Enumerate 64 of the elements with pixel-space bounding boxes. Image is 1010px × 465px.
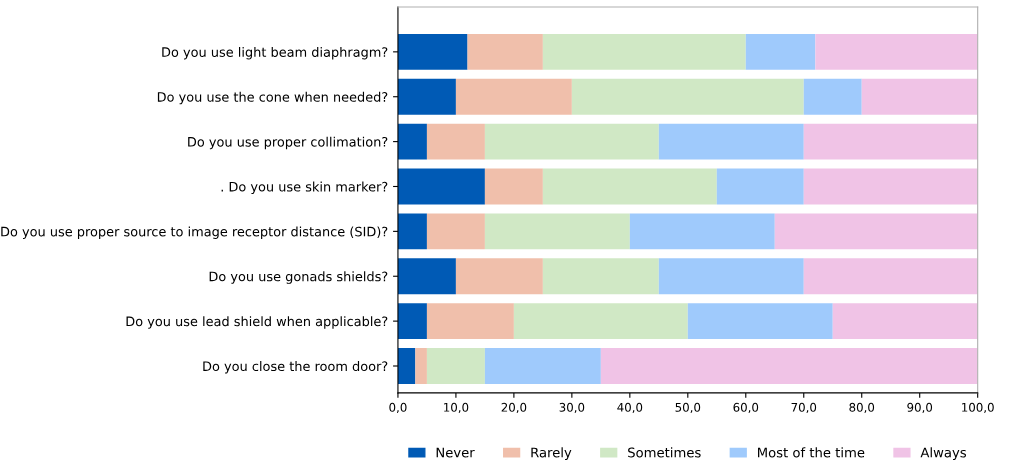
- bar: [542, 33, 746, 70]
- bar: [397, 213, 427, 250]
- bar: [658, 123, 804, 160]
- bar: [803, 123, 978, 160]
- bar: [397, 303, 427, 340]
- bar: [658, 258, 804, 295]
- y-tick-label: . Do you use skin marker?: [221, 181, 388, 195]
- bar: [542, 168, 717, 205]
- y-tick-label: Do you use gonads shields?: [209, 271, 388, 284]
- x-tick-label: 100,0: [962, 402, 994, 413]
- bar: [397, 123, 427, 160]
- bar: [542, 258, 659, 295]
- legend-label: Always: [920, 447, 967, 461]
- bar: [513, 303, 688, 340]
- x-tick-label: 40,0: [617, 402, 643, 413]
- bar: [426, 348, 485, 384]
- bar: [426, 213, 485, 250]
- bar: [803, 258, 978, 295]
- x-tick-label: 80,0: [849, 402, 875, 413]
- bar: [803, 168, 978, 205]
- bar: [687, 303, 833, 340]
- y-tick-label: Do you use light beam diaphragm?: [162, 46, 388, 60]
- legend-label: Sometimes: [628, 447, 701, 458]
- x-tick-label: 20,0: [501, 402, 527, 413]
- bar: [832, 303, 978, 340]
- bar: [484, 348, 601, 384]
- bar: [571, 78, 804, 115]
- x-tick-label: 90,0: [907, 402, 933, 413]
- bar: [455, 258, 543, 295]
- bar: [397, 258, 456, 295]
- y-tick-label: Do you close the room door?: [203, 361, 388, 374]
- bar: [397, 78, 456, 115]
- x-tick-label: 30,0: [559, 402, 585, 413]
- bar: [397, 33, 468, 70]
- x-tick-label: 0,0: [389, 402, 407, 413]
- x-tick-label: 50,0: [675, 402, 701, 413]
- bar: [629, 213, 775, 250]
- y-tick-label: Do you use the cone when needed?: [157, 91, 388, 105]
- bar: [467, 33, 543, 70]
- bar: [716, 168, 804, 205]
- bar: [484, 168, 543, 205]
- y-tick-label: Do you use lead shield when applicable?: [126, 316, 388, 329]
- bar: [426, 303, 514, 340]
- x-tick-label: 70,0: [791, 402, 817, 413]
- bar: [484, 213, 630, 250]
- bar: [745, 33, 816, 70]
- bar: [397, 348, 416, 384]
- bar: [861, 78, 978, 115]
- y-tick-label: Do you use proper source to image receptor distance (SID)?: [1, 226, 388, 239]
- legend-label: Most of the time: [758, 447, 865, 458]
- x-tick-label: 10,0: [444, 402, 469, 413]
- legend-label: Rarely: [531, 447, 572, 461]
- legend-label: Never: [436, 447, 475, 458]
- bar: [774, 213, 978, 250]
- x-tick-label: 60,0: [733, 402, 759, 413]
- y-tick-label: Do you use proper collimation?: [188, 136, 388, 150]
- bar: [426, 123, 485, 160]
- bar: [397, 168, 485, 205]
- bar: [600, 348, 978, 384]
- bar: [484, 123, 659, 160]
- bar: [815, 33, 978, 70]
- bar: [803, 78, 862, 115]
- bar: [415, 348, 427, 384]
- bar: [455, 78, 572, 115]
